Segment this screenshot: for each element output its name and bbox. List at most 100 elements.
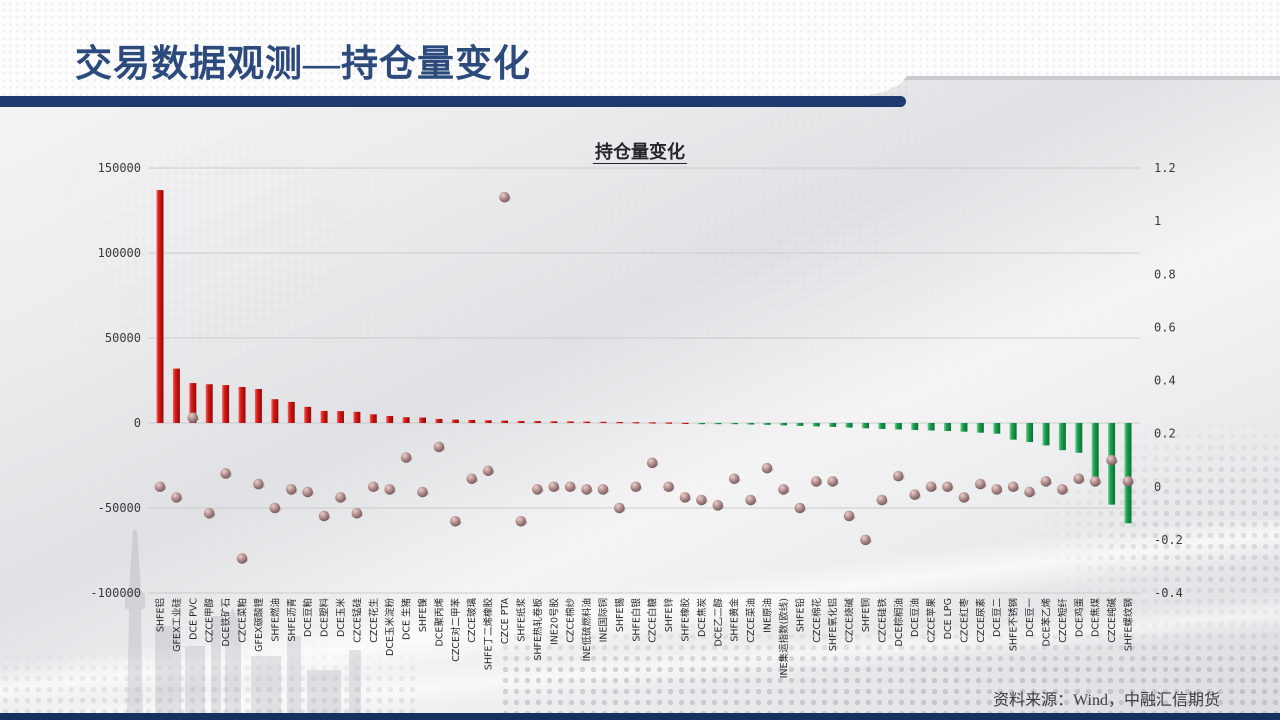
bar: [320, 410, 328, 423]
bar: [681, 422, 689, 425]
bar: [451, 419, 459, 423]
bar: [944, 423, 952, 431]
bar: [993, 423, 1001, 434]
bar: [779, 423, 787, 426]
bar: [632, 422, 640, 424]
dot: [417, 486, 428, 498]
dot: [499, 191, 510, 203]
dot: [1122, 476, 1134, 487]
bar: [484, 420, 492, 423]
bar: [878, 423, 886, 429]
dot: [745, 494, 756, 506]
dot: [827, 476, 838, 487]
bar: [353, 411, 361, 423]
dot: [728, 473, 740, 485]
bar: [960, 423, 968, 432]
category-label: DCE塑料: [319, 598, 331, 637]
category-label: CZCE棉纱: [565, 598, 577, 643]
bar: [599, 421, 607, 424]
dot: [1007, 481, 1019, 493]
bar: [222, 385, 230, 423]
dot: [794, 502, 806, 514]
dot: [236, 553, 248, 564]
dot: [991, 484, 1003, 495]
category-label: SHFE热轧卷板: [532, 598, 544, 661]
bar: [435, 418, 443, 423]
dot: [220, 468, 231, 479]
dot: [1024, 486, 1035, 498]
category-label: DCE玉米淀粉: [384, 598, 396, 656]
bar: [829, 423, 837, 427]
category-label: INE20号胶: [548, 598, 560, 645]
category-label: CZCE对二甲苯: [450, 598, 462, 662]
category-label: DCE焦炭: [696, 598, 708, 637]
bar: [894, 423, 902, 430]
category-label: DCE豆粕: [302, 598, 314, 637]
dot: [433, 441, 445, 453]
bar: [1058, 423, 1066, 451]
category-label: DCE苯乙烯: [1040, 598, 1052, 647]
dot: [154, 481, 166, 493]
category-label: SHFE不锈钢: [1008, 598, 1020, 651]
category-label: SHFE燃油: [269, 598, 281, 642]
category-label: SHFE沥青: [286, 598, 298, 642]
category-label: CZCE玻璃: [466, 598, 478, 643]
bar: [1026, 423, 1034, 443]
dot: [548, 481, 560, 493]
dot: [942, 481, 953, 493]
dot: [925, 481, 937, 493]
category-label: INE原油: [762, 598, 774, 633]
category-label: SHFE铅: [794, 598, 806, 633]
category-label: GFEX碳酸锂: [253, 598, 265, 652]
bar: [550, 421, 558, 423]
category-label: DCE棕榈油: [893, 598, 905, 646]
dot: [630, 481, 642, 493]
category-label: SHFE氧化铝: [827, 598, 839, 651]
category-label: CZCE短纤: [1057, 598, 1069, 643]
bar: [1009, 423, 1017, 440]
category-label: CZCE烧碱: [844, 598, 856, 643]
right-axis-tick: 1.2: [1154, 161, 1176, 175]
left-axis-tick: 50000: [105, 331, 141, 345]
category-label: DCE 生猪: [401, 598, 413, 640]
dot: [1057, 484, 1068, 495]
dot: [367, 481, 379, 493]
dot: [958, 492, 970, 503]
category-label: INE集运指数(欧线): [778, 598, 790, 678]
category-label: CZCE红枣: [958, 598, 970, 643]
bar: [976, 423, 984, 433]
dot: [975, 478, 986, 490]
right-axis-tick: 0: [1154, 480, 1161, 494]
category-label: SHFE锡: [614, 598, 626, 632]
bar: [501, 420, 509, 423]
bar: [697, 423, 705, 425]
dot: [384, 484, 395, 495]
dot: [187, 412, 199, 423]
bar: [648, 422, 656, 424]
right-axis-tick: 0.2: [1154, 427, 1176, 441]
category-label: CZCE PTA: [500, 598, 511, 645]
bar: [1075, 423, 1083, 453]
bar: [254, 389, 262, 423]
category-label: CZCE甲醇: [204, 598, 216, 643]
dot: [450, 515, 461, 527]
right-axis-tick: 0.8: [1154, 267, 1176, 281]
right-axis-tick: -0.2: [1154, 533, 1183, 547]
bar: [468, 419, 476, 423]
category-label: SHFE螺纹钢: [1123, 598, 1135, 651]
bar: [238, 386, 246, 423]
bar: [287, 401, 295, 423]
dot: [876, 494, 888, 506]
category-label: GFEX工业硅: [171, 598, 183, 652]
dot: [696, 494, 707, 506]
bar: [911, 423, 919, 430]
dot: [712, 500, 724, 511]
category-label: CZCE白糖: [647, 598, 659, 643]
dot: [318, 510, 330, 522]
dot: [893, 470, 904, 482]
dot: [335, 492, 346, 503]
category-label: SHFE白银: [630, 598, 642, 642]
dot: [679, 492, 691, 503]
dot: [351, 508, 363, 519]
category-label: DCE鸡蛋: [1073, 598, 1085, 637]
